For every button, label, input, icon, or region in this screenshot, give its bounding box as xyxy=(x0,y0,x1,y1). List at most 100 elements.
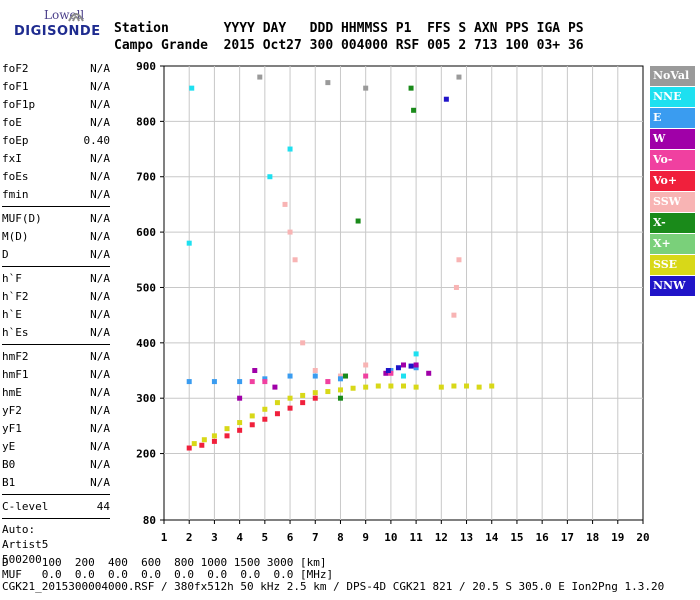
y-tick-label: 400 xyxy=(136,337,156,350)
param-value: N/A xyxy=(90,230,110,243)
legend-entry: NNE xyxy=(650,87,695,107)
data-point xyxy=(224,426,230,432)
param-name: yF1 xyxy=(2,422,22,435)
legend-entry: X- xyxy=(650,213,695,233)
data-point xyxy=(191,441,197,447)
auto-code: 500200 xyxy=(2,553,42,566)
y-tick-label: 300 xyxy=(136,392,156,405)
footer-file-info: CGK21_2015300004000.RSF / 380fx512h 50 k… xyxy=(2,580,665,593)
data-point xyxy=(262,416,268,422)
data-point xyxy=(453,284,459,290)
legend-entry: E xyxy=(650,108,695,128)
param-name: M(D) xyxy=(2,230,29,243)
separator xyxy=(2,518,110,519)
x-tick-label: 4 xyxy=(236,531,243,544)
param-value: N/A xyxy=(90,188,110,201)
y-tick-label: 80 xyxy=(143,514,156,527)
data-point xyxy=(408,363,414,369)
x-tick-label: 8 xyxy=(337,531,344,544)
data-point xyxy=(312,395,318,401)
header-values: Campo Grande 2015 Oct27 300 004000 RSF 0… xyxy=(114,38,584,53)
data-point xyxy=(274,411,280,417)
data-point xyxy=(287,373,293,379)
data-point xyxy=(337,373,343,379)
param-name: B0 xyxy=(2,458,16,471)
data-point xyxy=(262,376,268,382)
param-row: hmE N/A xyxy=(2,384,110,402)
x-tick-label: 6 xyxy=(287,531,294,544)
auto-program: Artist5 xyxy=(2,538,49,551)
param-name: h`F xyxy=(2,272,22,285)
data-point xyxy=(401,362,406,368)
param-value: N/A xyxy=(90,458,110,471)
y-tick-label: 800 xyxy=(136,115,156,128)
station-header: Station YYYY DAY DDD HHMMSS P1 FFS S AXN… xyxy=(114,20,584,54)
data-point xyxy=(413,351,419,357)
param-row: yE N/A xyxy=(2,438,110,456)
data-point xyxy=(388,383,394,389)
x-tick-label: 14 xyxy=(485,531,499,544)
param-row: foF2 N/A xyxy=(2,60,110,78)
param-group-profile: hmF2 N/A hmF1 N/A hmE N/A yF2 N/A yF1 N/A yE N/A B0 N… xyxy=(2,348,110,492)
clevel-value: 44 xyxy=(96,500,110,513)
param-value: N/A xyxy=(90,170,110,183)
separator xyxy=(2,494,110,495)
data-point xyxy=(249,379,255,385)
x-tick-label: 2 xyxy=(186,531,193,544)
x-tick-label: 1 xyxy=(161,531,168,544)
data-point xyxy=(325,80,331,86)
data-point xyxy=(456,74,462,80)
data-point xyxy=(201,437,207,443)
param-row: hmF1 N/A xyxy=(2,366,110,384)
param-name: MUF(D) xyxy=(2,212,42,225)
data-point xyxy=(375,383,381,389)
legend-entry: X+ xyxy=(650,234,695,254)
param-row: h`Es N/A xyxy=(2,324,110,342)
data-point xyxy=(383,370,389,376)
auto-label: Auto: xyxy=(2,523,36,536)
param-row: h`E N/A xyxy=(2,306,110,324)
param-value: N/A xyxy=(90,152,110,165)
data-point xyxy=(287,146,293,152)
param-row: h`F2 N/A xyxy=(2,288,110,306)
legend-entry: Vo- xyxy=(650,150,695,170)
data-point xyxy=(312,368,318,374)
param-name: foE xyxy=(2,116,22,129)
data-point xyxy=(413,362,419,368)
data-point xyxy=(300,392,306,398)
y-tick-label: 200 xyxy=(136,448,156,461)
data-point xyxy=(363,384,369,390)
footer: D 100 200 400 600 800 1000 1500 3000 [km… xyxy=(2,557,664,593)
x-tick-label: 12 xyxy=(435,531,448,544)
data-point xyxy=(337,387,343,393)
x-tick-label: 19 xyxy=(611,531,624,544)
param-value: N/A xyxy=(90,308,110,321)
param-name: h`F2 xyxy=(2,290,29,303)
x-tick-label: 16 xyxy=(536,531,550,544)
x-tick-label: 7 xyxy=(312,531,319,544)
logo-text-digisonde: DIGISONDE xyxy=(14,24,101,39)
param-name: hmE xyxy=(2,386,22,399)
data-point xyxy=(408,85,414,91)
param-group-virtual-heights: h`F N/A h`F2 N/A h`E N/A h`Es N/A xyxy=(2,270,110,342)
param-row: foF1p N/A xyxy=(2,96,110,114)
data-point xyxy=(489,383,495,389)
data-point xyxy=(325,379,331,385)
data-point xyxy=(350,385,356,391)
param-name: foF1p xyxy=(2,98,36,111)
y-tick-label: 600 xyxy=(136,226,156,239)
x-tick-label: 5 xyxy=(262,531,269,544)
param-value: N/A xyxy=(90,326,110,339)
header-labels: Station YYYY DAY DDD HHMMSS P1 FFS S AXN… xyxy=(114,21,584,36)
param-row: D N/A xyxy=(2,246,110,264)
param-name: yF2 xyxy=(2,404,22,417)
param-value: N/A xyxy=(90,80,110,93)
data-point xyxy=(451,312,457,318)
param-value: N/A xyxy=(90,290,110,303)
data-point xyxy=(292,257,298,263)
separator xyxy=(2,266,110,267)
param-value: N/A xyxy=(90,476,110,489)
param-row: foEs N/A xyxy=(2,168,110,186)
data-point xyxy=(272,384,278,390)
data-point xyxy=(451,383,457,389)
